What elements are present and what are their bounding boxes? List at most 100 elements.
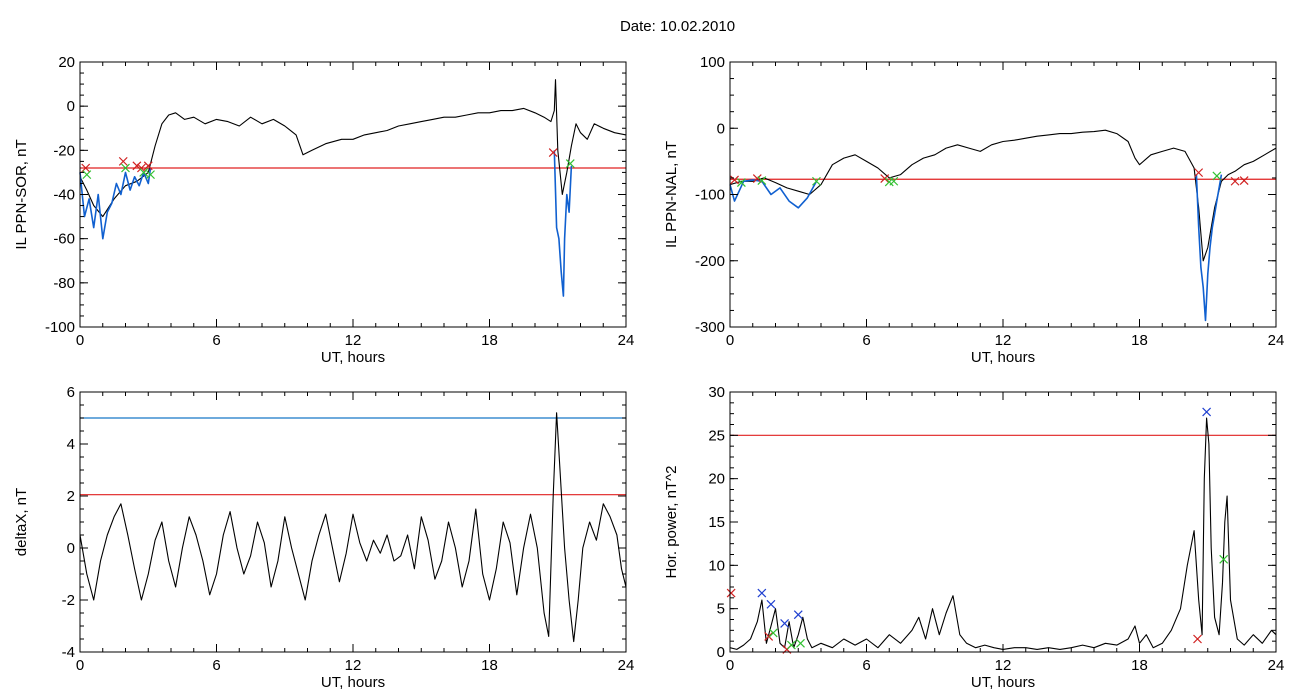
event-marker — [1230, 176, 1240, 186]
event-marker — [118, 156, 128, 166]
marker-stroke — [764, 631, 774, 641]
event-marker — [757, 176, 767, 186]
x-axis-label: UT, hours — [321, 349, 385, 366]
marker-stroke — [780, 618, 790, 628]
event-marker — [766, 599, 776, 609]
x-tick-label: 6 — [862, 657, 870, 674]
series-highlight-line — [553, 150, 573, 297]
y-tick-label: 15 — [708, 514, 725, 531]
event-marker — [736, 178, 746, 187]
x-tick-label: 18 — [1131, 332, 1148, 349]
series-line — [729, 129, 1277, 262]
event-marker — [548, 148, 558, 157]
marker-stroke — [82, 170, 92, 180]
y-tick-label: 20 — [708, 471, 725, 488]
event-marker — [889, 176, 899, 186]
series-highlight-line — [729, 179, 818, 209]
event-marker — [793, 610, 803, 620]
marker-stroke — [121, 163, 130, 173]
y-tick-label: -2 — [62, 592, 75, 609]
event-marker — [1212, 171, 1222, 181]
series-line — [79, 79, 627, 218]
event-marker — [1193, 634, 1202, 644]
x-tick-label: 0 — [76, 657, 84, 674]
y-tick-label: 10 — [708, 557, 725, 574]
x-axis-label: UT, hours — [971, 674, 1035, 691]
marker-stroke — [132, 161, 142, 171]
marker-stroke — [118, 156, 128, 166]
series-highlight-line — [1195, 174, 1223, 322]
event-marker — [730, 175, 739, 185]
event-marker — [787, 640, 796, 650]
y-tick-label: -200 — [695, 253, 725, 270]
x-tick-label: 0 — [76, 332, 84, 349]
plot-frame — [729, 391, 1277, 653]
event-marker — [1219, 554, 1229, 564]
event-marker — [752, 174, 762, 184]
y-axis-label: IL PPN-SOR, nT — [13, 139, 30, 249]
marker-stroke — [565, 159, 575, 169]
y-tick-label: -80 — [53, 275, 75, 292]
y-tick-label: 6 — [67, 384, 75, 401]
marker-stroke — [139, 167, 149, 177]
x-tick-label: 6 — [212, 332, 220, 349]
event-marker — [1202, 407, 1212, 417]
marker-stroke — [1239, 176, 1249, 186]
marker-stroke — [137, 163, 146, 173]
x-tick-label: 24 — [1268, 332, 1285, 349]
x-tick-label: 12 — [345, 657, 362, 674]
event-marker — [1194, 168, 1204, 178]
marker-stroke — [880, 174, 890, 184]
x-tick-label: 24 — [618, 332, 635, 349]
marker-stroke — [766, 599, 776, 609]
event-marker — [565, 159, 575, 169]
x-tick-label: 18 — [1131, 657, 1148, 674]
y-tick-label: -300 — [695, 319, 725, 336]
x-tick-label: 0 — [726, 657, 734, 674]
x-tick-label: 18 — [481, 657, 498, 674]
event-marker — [880, 174, 890, 184]
event-marker — [143, 161, 153, 171]
marker-stroke — [757, 176, 767, 186]
x-tick-label: 12 — [345, 332, 362, 349]
event-marker — [757, 588, 767, 598]
x-axis-label: UT, hours — [971, 349, 1035, 366]
y-tick-label: 25 — [708, 427, 725, 444]
event-marker — [812, 176, 821, 186]
y-axis-label: IL PPN-NAL, nT — [663, 141, 680, 248]
marker-stroke — [1212, 171, 1222, 181]
y-tick-label: -40 — [53, 187, 75, 204]
page-title: Date: 10.02.2010 — [619, 18, 736, 35]
x-tick-label: 0 — [726, 332, 734, 349]
y-tick-label: 30 — [708, 384, 725, 401]
y-tick-label: 2 — [67, 488, 75, 505]
event-marker — [121, 163, 130, 173]
x-tick-label: 12 — [995, 657, 1012, 674]
event-marker — [82, 170, 92, 180]
marker-stroke — [730, 175, 739, 185]
marker-stroke — [793, 610, 803, 620]
y-tick-label: 20 — [58, 54, 75, 71]
marker-stroke — [757, 588, 767, 598]
y-tick-label: -20 — [53, 142, 75, 159]
marker-stroke — [752, 174, 762, 184]
marker-stroke — [1202, 407, 1212, 417]
x-tick-label: 6 — [212, 657, 220, 674]
marker-stroke — [146, 170, 155, 180]
event-marker — [726, 588, 736, 598]
x-tick-label: 12 — [995, 332, 1012, 349]
series-highlight-line — [79, 167, 152, 240]
event-marker — [780, 618, 790, 628]
y-tick-label: 100 — [700, 54, 725, 71]
series-line — [729, 417, 1277, 650]
marker-stroke — [548, 148, 558, 157]
event-marker — [796, 638, 805, 648]
chart-power: 0 6 12 18 24 0 5 10 15 20 25 30 UT, hours Hor. power,… — [663, 384, 1284, 691]
x-tick-label: 18 — [481, 332, 498, 349]
y-tick-label: 0 — [717, 644, 725, 661]
x-axis-label: UT, hours — [321, 674, 385, 691]
marker-stroke — [768, 628, 778, 638]
marker-stroke — [889, 176, 899, 186]
x-tick-label: 24 — [1268, 657, 1285, 674]
y-tick-label: -100 — [695, 187, 725, 204]
